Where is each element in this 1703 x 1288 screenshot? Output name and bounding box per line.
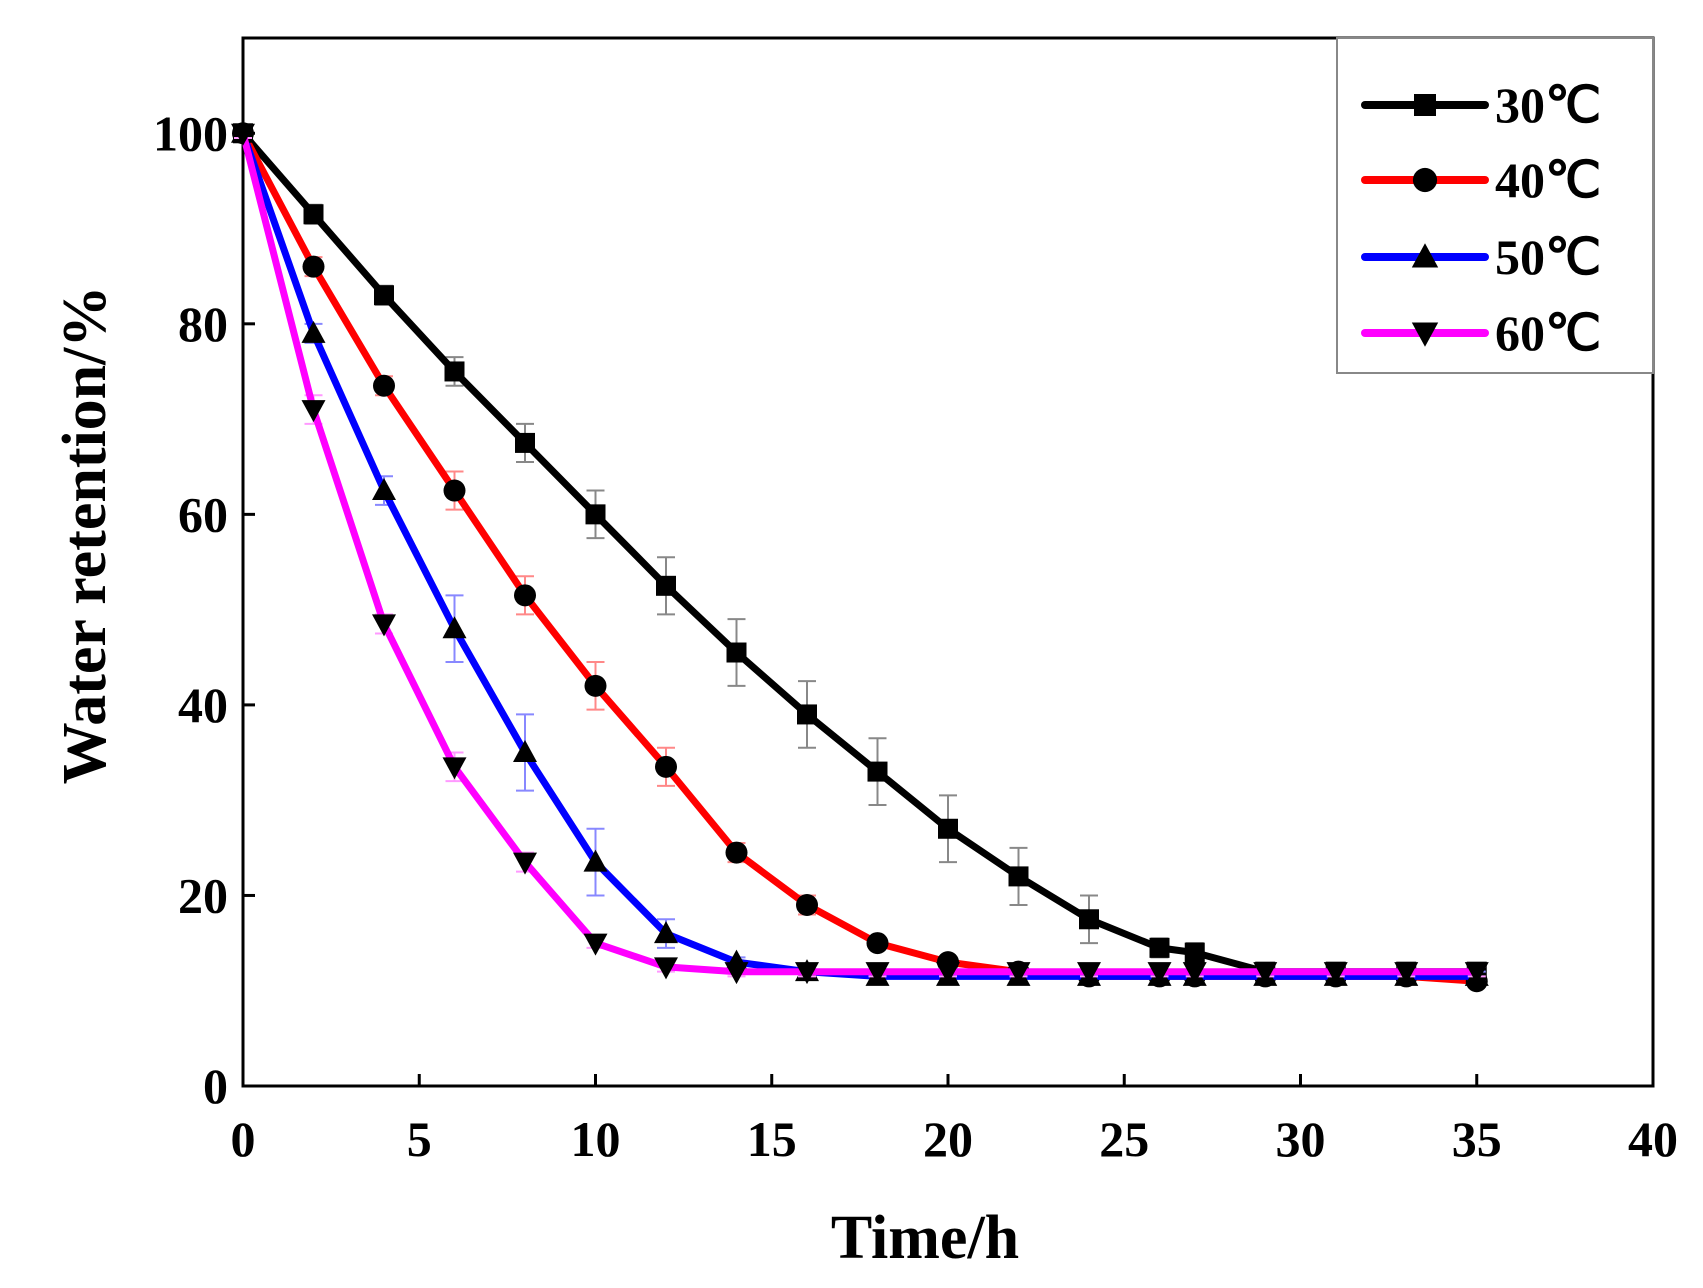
legend-label: 40℃ bbox=[1495, 152, 1601, 208]
x-tick-label: 40 bbox=[1628, 1111, 1678, 1167]
data-point bbox=[442, 757, 467, 780]
y-tick-label: 0 bbox=[203, 1058, 228, 1114]
data-point bbox=[795, 962, 819, 985]
data-point bbox=[1008, 866, 1029, 887]
x-tick-label: 0 bbox=[231, 1111, 256, 1167]
y-axis-ticks: 0 20 40 60 80 100 bbox=[153, 105, 255, 1114]
data-point bbox=[1182, 962, 1207, 985]
y-tick-label: 20 bbox=[178, 867, 228, 923]
legend-box bbox=[1336, 37, 1654, 374]
legend-item: 50℃ bbox=[1361, 229, 1601, 285]
y-axis-title: Water retention/% bbox=[51, 286, 119, 785]
data-point bbox=[514, 584, 536, 607]
y-tick-label: 40 bbox=[178, 677, 228, 733]
x-axis-ticks: 0 5 10 15 20 25 30 35 40 bbox=[231, 1074, 1678, 1167]
data-point bbox=[303, 204, 324, 225]
data-point bbox=[724, 962, 749, 985]
data-point bbox=[654, 921, 678, 944]
legend-label: 50℃ bbox=[1495, 229, 1601, 285]
data-point bbox=[374, 285, 394, 306]
data-point bbox=[1323, 962, 1348, 985]
x-axis-title: Time/h bbox=[831, 1204, 1019, 1272]
x-tick-label: 30 bbox=[1276, 1111, 1326, 1167]
data-point bbox=[231, 123, 255, 146]
data-point bbox=[442, 616, 467, 639]
data-point bbox=[1077, 962, 1101, 985]
data-point bbox=[656, 575, 676, 596]
legend-label: 30℃ bbox=[1495, 77, 1601, 133]
x-tick-label: 5 bbox=[407, 1111, 432, 1167]
data-point bbox=[515, 432, 535, 453]
legend-marker bbox=[1412, 167, 1438, 193]
x-tick-label: 20 bbox=[923, 1111, 973, 1167]
data-point bbox=[583, 849, 608, 872]
data-point bbox=[1149, 937, 1170, 958]
legend-item: 30℃ bbox=[1361, 77, 1601, 133]
data-point bbox=[797, 704, 817, 725]
legend-label: 60℃ bbox=[1495, 305, 1601, 361]
data-point bbox=[936, 962, 960, 985]
data-point bbox=[1253, 962, 1278, 985]
data-point bbox=[1006, 962, 1031, 985]
x-tick-label: 25 bbox=[1099, 1111, 1149, 1167]
data-point bbox=[513, 852, 537, 875]
data-point bbox=[444, 361, 465, 382]
legend-marker bbox=[1411, 322, 1439, 347]
y-tick-label: 100 bbox=[153, 105, 228, 161]
x-tick-label: 10 bbox=[571, 1111, 621, 1167]
data-point bbox=[938, 818, 958, 839]
legend-marker bbox=[1414, 94, 1436, 116]
legend-item: 60℃ bbox=[1361, 305, 1601, 361]
data-point bbox=[584, 674, 607, 697]
legend: 30℃ 40℃ 50℃ 60℃ bbox=[1336, 37, 1654, 374]
data-point bbox=[585, 504, 606, 525]
data-point bbox=[726, 642, 747, 663]
legend-item: 40℃ bbox=[1361, 152, 1601, 208]
data-point bbox=[583, 933, 608, 956]
data-point bbox=[301, 400, 326, 423]
data-point bbox=[796, 893, 818, 916]
data-point bbox=[302, 255, 325, 278]
data-point bbox=[372, 614, 396, 637]
y-tick-label: 60 bbox=[178, 486, 228, 542]
x-tick-label: 35 bbox=[1452, 1111, 1502, 1167]
data-point bbox=[443, 479, 466, 502]
data-point bbox=[867, 761, 888, 782]
data-point bbox=[654, 957, 678, 980]
data-point bbox=[1147, 962, 1172, 985]
data-point bbox=[1464, 962, 1489, 985]
series-3 bbox=[231, 123, 1489, 985]
data-point bbox=[1184, 942, 1205, 963]
data-point bbox=[865, 962, 890, 985]
data-point bbox=[1079, 909, 1099, 930]
data-point bbox=[655, 755, 677, 778]
legend-marker bbox=[1411, 243, 1439, 268]
data-point bbox=[513, 740, 537, 763]
x-tick-label: 15 bbox=[747, 1111, 797, 1167]
data-point bbox=[373, 374, 395, 397]
series-layer bbox=[231, 120, 1489, 993]
data-point bbox=[866, 932, 889, 955]
y-tick-label: 80 bbox=[178, 296, 228, 352]
data-point bbox=[301, 320, 326, 343]
data-point bbox=[372, 478, 396, 501]
data-point bbox=[725, 841, 748, 864]
data-point bbox=[1394, 962, 1419, 985]
